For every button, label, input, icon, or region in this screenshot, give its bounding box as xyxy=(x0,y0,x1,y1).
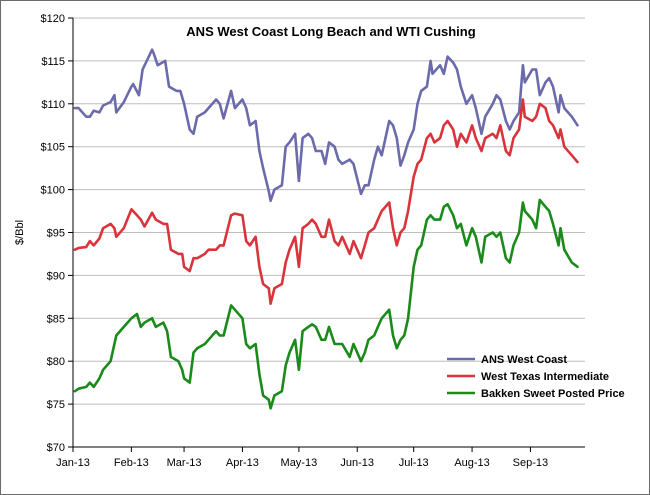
y-tick-label: $70 xyxy=(47,442,65,454)
y-axis-title: $/Bbl xyxy=(14,220,26,245)
legend-label: ANS West Coast xyxy=(481,354,567,366)
x-tick-label: Apr-13 xyxy=(226,457,259,469)
legend-label: Bakken Sweet Posted Price xyxy=(481,388,625,400)
y-tick-label: $105 xyxy=(41,142,65,154)
y-tick-label: $95 xyxy=(47,228,65,240)
y-tick-label: $120 xyxy=(41,13,65,25)
series-line-2 xyxy=(73,98,579,306)
x-tick-label: Sep-13 xyxy=(513,457,548,469)
x-tick-label: Aug-13 xyxy=(454,457,489,469)
y-tick-label: $110 xyxy=(41,99,65,111)
legend: ANS West Coast West Texas Intermediate Bak… xyxy=(447,354,625,400)
x-tick-label: Mar-13 xyxy=(167,457,202,469)
x-tick-label: May-13 xyxy=(281,457,318,469)
axes: $70 $75 $80 $85 $90 $95 $100 $105 $110 $115 $120 Ja… xyxy=(41,13,585,469)
x-tick-label: Jun-13 xyxy=(340,457,374,469)
y-tick-label: $115 xyxy=(41,56,65,68)
y-tick-label: $80 xyxy=(47,356,65,368)
series-line-3 xyxy=(73,198,579,410)
chart-title: ANS West Coast Long Beach and WTI Cushin… xyxy=(186,24,475,39)
y-tick-label: $100 xyxy=(41,185,65,197)
x-tick-label: Feb-13 xyxy=(114,457,149,469)
series-line-1 xyxy=(73,48,579,203)
y-tick-label: $75 xyxy=(47,399,65,411)
y-tick-label: $90 xyxy=(47,270,65,282)
x-tick-label: Jul-13 xyxy=(399,457,429,469)
x-tick-label: Jan-13 xyxy=(56,457,90,469)
legend-label: West Texas Intermediate xyxy=(481,371,609,383)
series-lines xyxy=(73,48,579,410)
y-tick-label: $85 xyxy=(47,313,65,325)
gridlines xyxy=(73,17,585,405)
